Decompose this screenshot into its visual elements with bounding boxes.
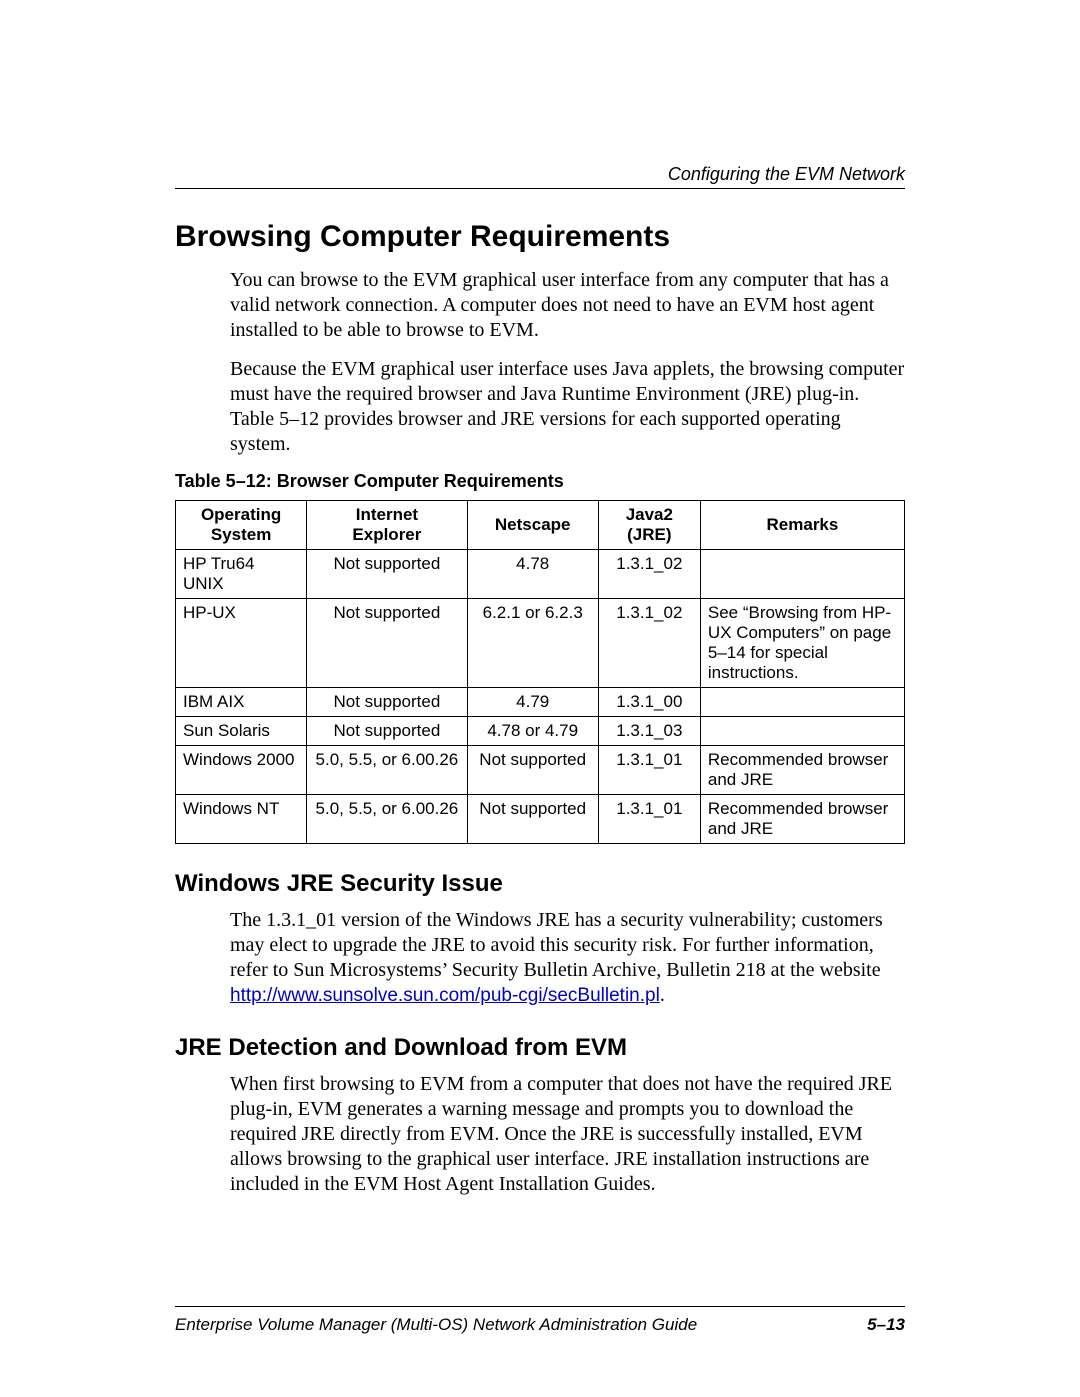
cell-netscape: 6.2.1 or 6.2.3 <box>467 599 598 688</box>
intro-paragraph-1: You can browse to the EVM graphical user… <box>230 268 905 343</box>
cell-netscape: 4.79 <box>467 688 598 717</box>
th-os: Operating System <box>176 501 307 550</box>
footer-title: Enterprise Volume Manager (Multi-OS) Net… <box>175 1315 697 1335</box>
table-caption: Table 5–12: Browser Computer Requirement… <box>175 471 905 492</box>
cell-jre: 1.3.1_02 <box>598 550 700 599</box>
cell-remarks <box>700 717 904 746</box>
th-remarks: Remarks <box>700 501 904 550</box>
running-head: Configuring the EVM Network <box>668 164 905 185</box>
table-body: HP Tru64 UNIXNot supported4.781.3.1_02HP… <box>176 550 905 844</box>
cell-os: Windows 2000 <box>176 746 307 795</box>
cell-os: HP-UX <box>176 599 307 688</box>
intro-block: You can browse to the EVM graphical user… <box>230 268 905 457</box>
th-ie: Internet Explorer <box>307 501 467 550</box>
security-bulletin-link[interactable]: http://www.sunsolve.sun.com/pub-cgi/secB… <box>230 985 660 1006</box>
cell-netscape: Not supported <box>467 746 598 795</box>
cell-ie: Not supported <box>307 550 467 599</box>
subheading-jre-security: Windows JRE Security Issue <box>175 870 905 898</box>
cell-jre: 1.3.1_00 <box>598 688 700 717</box>
table-row: Windows NT5.0, 5.5, or 6.00.26Not suppor… <box>176 795 905 844</box>
cell-ie: Not supported <box>307 688 467 717</box>
sub1-block: The 1.3.1_01 version of the Windows JRE … <box>230 908 905 1008</box>
cell-netscape: 4.78 <box>467 550 598 599</box>
header-rule <box>175 188 905 189</box>
cell-ie: 5.0, 5.5, or 6.00.26 <box>307 746 467 795</box>
table-row: HP Tru64 UNIXNot supported4.781.3.1_02 <box>176 550 905 599</box>
cell-remarks <box>700 688 904 717</box>
requirements-table: Operating System Internet Explorer Netsc… <box>175 500 905 844</box>
cell-remarks <box>700 550 904 599</box>
cell-remarks: Recommended browser and JRE <box>700 795 904 844</box>
page: Configuring the EVM Network Browsing Com… <box>0 0 1080 1397</box>
cell-netscape: 4.78 or 4.79 <box>467 717 598 746</box>
footer: Enterprise Volume Manager (Multi-OS) Net… <box>175 1315 905 1335</box>
cell-remarks: Recommended browser and JRE <box>700 746 904 795</box>
cell-os: IBM AIX <box>176 688 307 717</box>
cell-os: Sun Solaris <box>176 717 307 746</box>
subheading-jre-detection: JRE Detection and Download from EVM <box>175 1034 905 1062</box>
table-row: Windows 20005.0, 5.5, or 6.00.26Not supp… <box>176 746 905 795</box>
cell-ie: Not supported <box>307 599 467 688</box>
th-netscape: Netscape <box>467 501 598 550</box>
cell-jre: 1.3.1_02 <box>598 599 700 688</box>
cell-jre: 1.3.1_01 <box>598 746 700 795</box>
page-number: 5–13 <box>867 1315 905 1335</box>
cell-ie: 5.0, 5.5, or 6.00.26 <box>307 795 467 844</box>
table-row: IBM AIXNot supported4.791.3.1_00 <box>176 688 905 717</box>
cell-netscape: Not supported <box>467 795 598 844</box>
sub2-block: When first browsing to EVM from a comput… <box>230 1072 905 1197</box>
cell-jre: 1.3.1_01 <box>598 795 700 844</box>
table-row: Sun SolarisNot supported4.78 or 4.791.3.… <box>176 717 905 746</box>
cell-os: Windows NT <box>176 795 307 844</box>
section-title: Browsing Computer Requirements <box>175 220 905 254</box>
table-header-row: Operating System Internet Explorer Netsc… <box>176 501 905 550</box>
sub1-paragraph: The 1.3.1_01 version of the Windows JRE … <box>230 908 905 1008</box>
th-jre: Java2 (JRE) <box>598 501 700 550</box>
sub1-tail: . <box>660 984 665 1006</box>
intro-paragraph-2: Because the EVM graphical user interface… <box>230 357 905 457</box>
cell-os: HP Tru64 UNIX <box>176 550 307 599</box>
cell-remarks: See “Browsing from HP-UX Computers” on p… <box>700 599 904 688</box>
cell-jre: 1.3.1_03 <box>598 717 700 746</box>
table-row: HP-UXNot supported6.2.1 or 6.2.31.3.1_02… <box>176 599 905 688</box>
footer-rule <box>175 1306 905 1307</box>
cell-ie: Not supported <box>307 717 467 746</box>
sub1-text: The 1.3.1_01 version of the Windows JRE … <box>230 909 883 981</box>
sub2-paragraph: When first browsing to EVM from a comput… <box>230 1072 905 1197</box>
